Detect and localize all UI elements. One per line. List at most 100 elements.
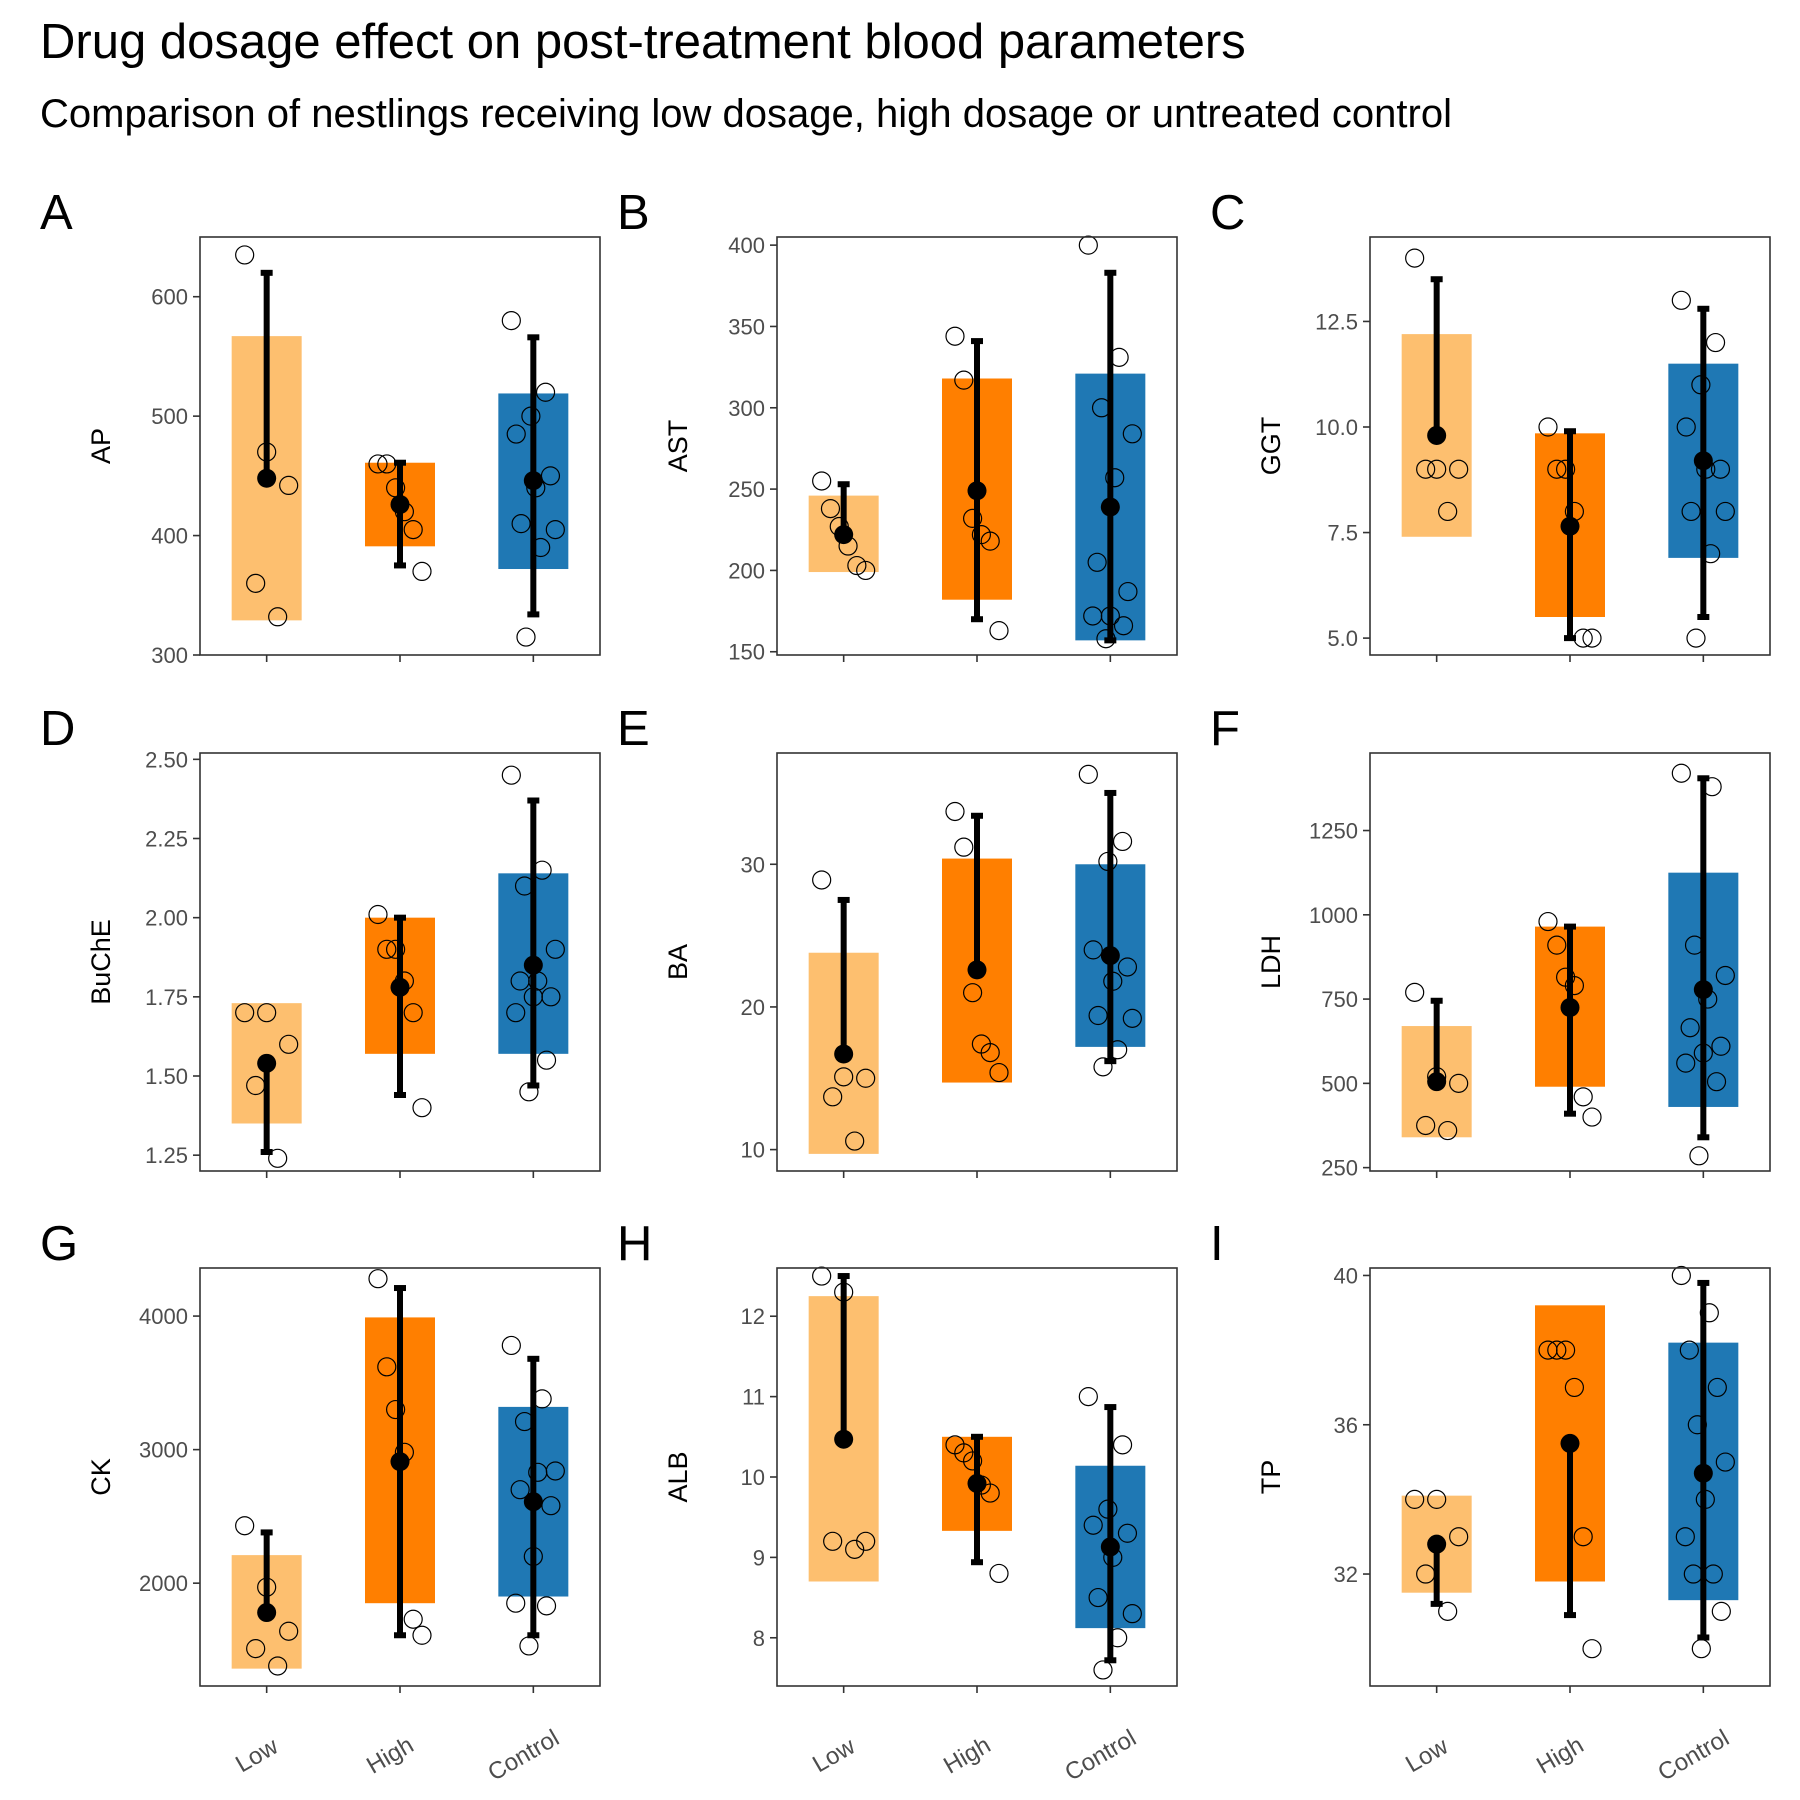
data-point xyxy=(528,1462,548,1482)
data-point xyxy=(1078,764,1098,784)
data-point xyxy=(1582,628,1602,648)
mean-point xyxy=(257,468,277,488)
data-point xyxy=(1427,1489,1447,1509)
y-axis-label-C: GGT xyxy=(1256,417,1286,476)
mean-point xyxy=(390,977,410,997)
data-point xyxy=(1416,1564,1436,1584)
data-point xyxy=(412,1098,432,1118)
panel-letter-I: I xyxy=(1210,1217,1224,1271)
data-point xyxy=(246,573,266,593)
data-point xyxy=(812,870,832,890)
data-point xyxy=(1564,1377,1585,1398)
data-point xyxy=(1573,1087,1593,1107)
data-point xyxy=(1707,1377,1727,1398)
data-point xyxy=(1711,1036,1731,1056)
y-tick-label: 10 xyxy=(741,1465,765,1490)
data-point xyxy=(246,1639,266,1659)
data-point xyxy=(856,1531,876,1551)
data-point xyxy=(1675,1527,1695,1547)
data-point xyxy=(510,971,530,991)
data-point xyxy=(1449,1073,1469,1093)
data-point xyxy=(962,1451,983,1471)
data-point xyxy=(368,454,388,474)
y-tick-label: 1000 xyxy=(1309,903,1358,928)
panel-frame-C xyxy=(1369,236,1771,656)
data-point xyxy=(945,326,965,346)
y-tick-label: 2.25 xyxy=(145,827,188,852)
data-point xyxy=(1684,935,1705,955)
data-point xyxy=(1117,957,1138,977)
mean-point xyxy=(390,495,410,515)
mean-point xyxy=(1427,1534,1447,1554)
data-point xyxy=(954,370,974,390)
y-tick-label: 12.5 xyxy=(1315,309,1358,334)
y-axis-label-G: CK xyxy=(86,1458,116,1496)
data-point xyxy=(412,561,432,582)
data-point xyxy=(536,1050,557,1070)
data-point xyxy=(1671,1265,1691,1286)
data-point xyxy=(1438,1120,1458,1141)
y-axis-label-B: AST xyxy=(663,420,693,473)
y-tick-label: 250 xyxy=(728,477,765,502)
mean-point xyxy=(1100,1537,1120,1557)
data-point xyxy=(268,607,288,627)
data-point xyxy=(980,1042,1000,1063)
data-point xyxy=(501,765,521,785)
x-category-label-low: Low xyxy=(808,1732,860,1778)
y-axis-label-A: AP xyxy=(86,428,116,464)
mean-point xyxy=(1693,980,1713,1000)
mean-point xyxy=(1427,1072,1447,1092)
data-point xyxy=(812,471,832,491)
y-tick-label: 2.00 xyxy=(145,906,188,931)
data-point xyxy=(1112,831,1133,852)
data-point xyxy=(377,1357,397,1377)
data-point xyxy=(962,983,983,1003)
data-point xyxy=(1703,1564,1723,1584)
y-tick-label: 1.75 xyxy=(145,985,188,1010)
data-point xyxy=(523,987,543,1007)
data-point xyxy=(532,860,552,880)
data-point xyxy=(514,876,535,896)
mean-point xyxy=(1427,425,1447,445)
data-point xyxy=(1687,1415,1707,1435)
data-point xyxy=(257,442,277,462)
y-tick-label: 3000 xyxy=(139,1438,188,1463)
data-point xyxy=(506,1593,526,1613)
data-point xyxy=(1691,375,1711,395)
data-point xyxy=(501,311,521,331)
y-tick-label: 250 xyxy=(1321,1156,1358,1181)
data-point xyxy=(1710,459,1731,479)
data-point xyxy=(1096,629,1116,649)
data-point xyxy=(1449,1527,1469,1547)
y-tick-label: 12 xyxy=(741,1304,765,1329)
data-point xyxy=(506,424,526,444)
data-point xyxy=(1671,290,1691,310)
data-point xyxy=(279,475,299,496)
data-point xyxy=(945,801,965,822)
mean-point xyxy=(523,1492,543,1512)
data-point xyxy=(1699,1303,1719,1323)
y-axis-label-F: LDH xyxy=(1256,935,1286,989)
data-point xyxy=(535,382,556,402)
data-point xyxy=(1117,1523,1138,1543)
x-category-label-low: Low xyxy=(231,1732,283,1778)
data-point xyxy=(823,1087,843,1107)
data-point xyxy=(1676,417,1696,437)
data-point xyxy=(536,1596,557,1616)
data-point xyxy=(1416,459,1436,479)
data-point xyxy=(511,514,531,534)
data-point xyxy=(980,531,1000,551)
y-tick-label: 9 xyxy=(753,1545,765,1570)
data-point xyxy=(1088,1005,1108,1026)
data-point xyxy=(1091,398,1112,418)
data-point xyxy=(1078,1387,1098,1407)
data-point xyxy=(235,1516,255,1536)
mean-point xyxy=(834,525,854,545)
mean-point xyxy=(834,1429,854,1449)
y-axis-label-H: ALB xyxy=(663,1451,693,1502)
data-point xyxy=(1547,1340,1567,1360)
panel-frame-B xyxy=(776,236,1178,656)
data-point xyxy=(532,1389,552,1409)
data-point xyxy=(1695,1489,1715,1509)
mean-point xyxy=(1693,1463,1713,1483)
